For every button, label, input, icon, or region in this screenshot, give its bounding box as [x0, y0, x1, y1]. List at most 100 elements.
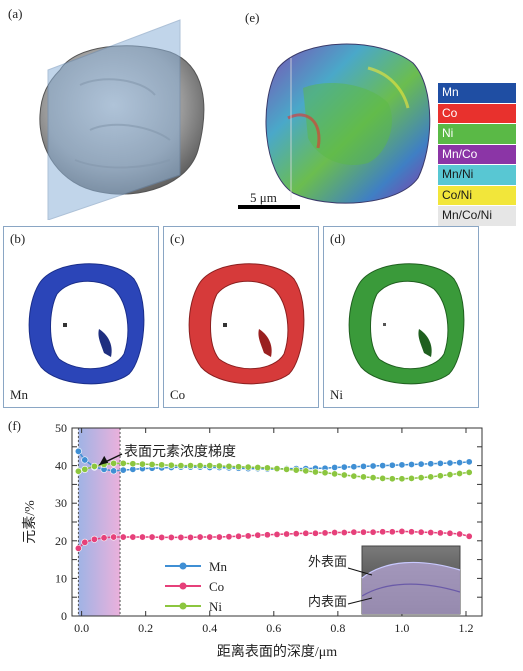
- y-tick-label: 0: [61, 609, 67, 623]
- inner-surface-label: 内表面: [308, 594, 347, 609]
- data-point-ni: [350, 472, 358, 480]
- data-point-co: [302, 529, 310, 537]
- data-point-ni: [81, 465, 89, 473]
- panel-label-f: (f): [8, 418, 21, 433]
- panel-label-e: (e): [245, 10, 260, 25]
- data-point-ni: [167, 461, 175, 469]
- panel-c-co-map: (c) Co: [163, 226, 319, 408]
- panel-label-a: (a): [8, 6, 23, 21]
- data-point-co: [311, 529, 319, 537]
- data-point-mn: [340, 463, 348, 471]
- data-point-ni: [283, 465, 291, 473]
- gradient-region: [78, 428, 121, 616]
- data-point-mn: [379, 462, 387, 470]
- scale-bar: [238, 205, 300, 209]
- data-point-mn: [369, 462, 377, 470]
- data-point-ni: [138, 460, 146, 468]
- data-point-co: [81, 538, 89, 546]
- data-point-mn: [408, 460, 416, 468]
- data-point-ni: [110, 459, 118, 467]
- data-point-co: [244, 532, 252, 540]
- data-point-ni: [129, 460, 137, 468]
- y-tick-label: 10: [55, 571, 67, 585]
- data-point-ni: [187, 462, 195, 470]
- data-point-co: [465, 532, 473, 540]
- data-point-co: [215, 533, 223, 541]
- data-point-mn: [119, 466, 127, 474]
- data-point-co: [331, 529, 339, 537]
- data-point-co: [158, 533, 166, 541]
- data-point-ni: [119, 459, 127, 467]
- legend-item-ni: Ni: [438, 124, 516, 145]
- legend-label-ni: Ni: [209, 599, 222, 614]
- legend-item-co: Co: [438, 103, 516, 124]
- data-point-co: [90, 535, 98, 543]
- y-axis-label: 元素/%: [22, 500, 38, 544]
- legend-item-mn: Mn: [438, 83, 516, 104]
- data-point-co: [292, 530, 300, 538]
- data-point-co: [129, 533, 137, 541]
- inset-inner-boundary: [361, 583, 461, 597]
- data-point-mn: [331, 463, 339, 471]
- mn-map-image: [28, 263, 145, 385]
- data-point-mn: [427, 460, 435, 468]
- legend-item-mn-co-ni: Mn/Co/Ni: [438, 206, 516, 227]
- x-tick-label: 1.2: [458, 621, 473, 635]
- data-point-ni: [379, 474, 387, 482]
- y-tick-label: 40: [55, 459, 67, 473]
- data-point-co: [187, 533, 195, 541]
- data-point-ni: [215, 462, 223, 470]
- data-point-co: [456, 530, 464, 538]
- annotation-arrow-head: [99, 455, 109, 465]
- panel-b-mn-map: (b) Mn: [3, 226, 159, 408]
- data-point-co: [446, 529, 454, 537]
- data-point-ni: [244, 463, 252, 471]
- data-point-co: [359, 528, 367, 536]
- data-point-co: [388, 528, 396, 536]
- x-tick-label: 0.6: [266, 621, 281, 635]
- x-tick-label: 0.4: [202, 621, 217, 635]
- data-point-ni: [302, 467, 310, 475]
- data-point-ni: [254, 463, 262, 471]
- data-point-ni: [263, 464, 271, 472]
- y-tick-label: 30: [55, 496, 67, 510]
- data-point-co: [148, 533, 156, 541]
- data-point-co: [206, 533, 214, 541]
- data-point-co: [369, 528, 377, 536]
- legend-item-co-ni: Co/Ni: [438, 185, 516, 206]
- data-point-mn: [456, 459, 464, 467]
- data-point-mn: [388, 461, 396, 469]
- data-point-mn: [446, 459, 454, 467]
- legend-item-mn-co: Mn/Co: [438, 144, 516, 165]
- data-point-co: [74, 544, 82, 552]
- data-point-ni: [292, 466, 300, 474]
- data-point-ni: [158, 461, 166, 469]
- data-point-ni: [206, 462, 214, 470]
- data-point-ni: [321, 469, 329, 477]
- scale-bar-label: 5 μm: [250, 190, 277, 205]
- gradient-annotation: 表面元素浓度梯度: [124, 444, 236, 460]
- data-point-ni: [225, 462, 233, 470]
- data-point-co: [379, 528, 387, 536]
- data-point-ni: [177, 462, 185, 470]
- data-point-co: [427, 529, 435, 537]
- element-label-co: Co: [170, 387, 186, 402]
- data-point-ni: [388, 475, 396, 483]
- data-point-co: [283, 530, 291, 538]
- particle-3d-render: [39, 19, 205, 220]
- data-point-co: [196, 533, 204, 541]
- data-point-co: [417, 528, 425, 536]
- inset-outer-boundary: [361, 561, 461, 579]
- co-map-image: [188, 263, 305, 385]
- ni-map-image: [348, 263, 465, 385]
- data-point-co: [263, 531, 271, 539]
- data-point-mn: [74, 447, 82, 455]
- data-point-co: [340, 529, 348, 537]
- panel-label-b: (b): [10, 231, 26, 246]
- data-point-co: [350, 528, 358, 536]
- data-point-ni: [311, 468, 319, 476]
- element-label-mn: Mn: [10, 387, 29, 402]
- data-point-co: [225, 533, 233, 541]
- data-point-co: [235, 532, 243, 540]
- x-tick-label: 0.8: [330, 621, 345, 635]
